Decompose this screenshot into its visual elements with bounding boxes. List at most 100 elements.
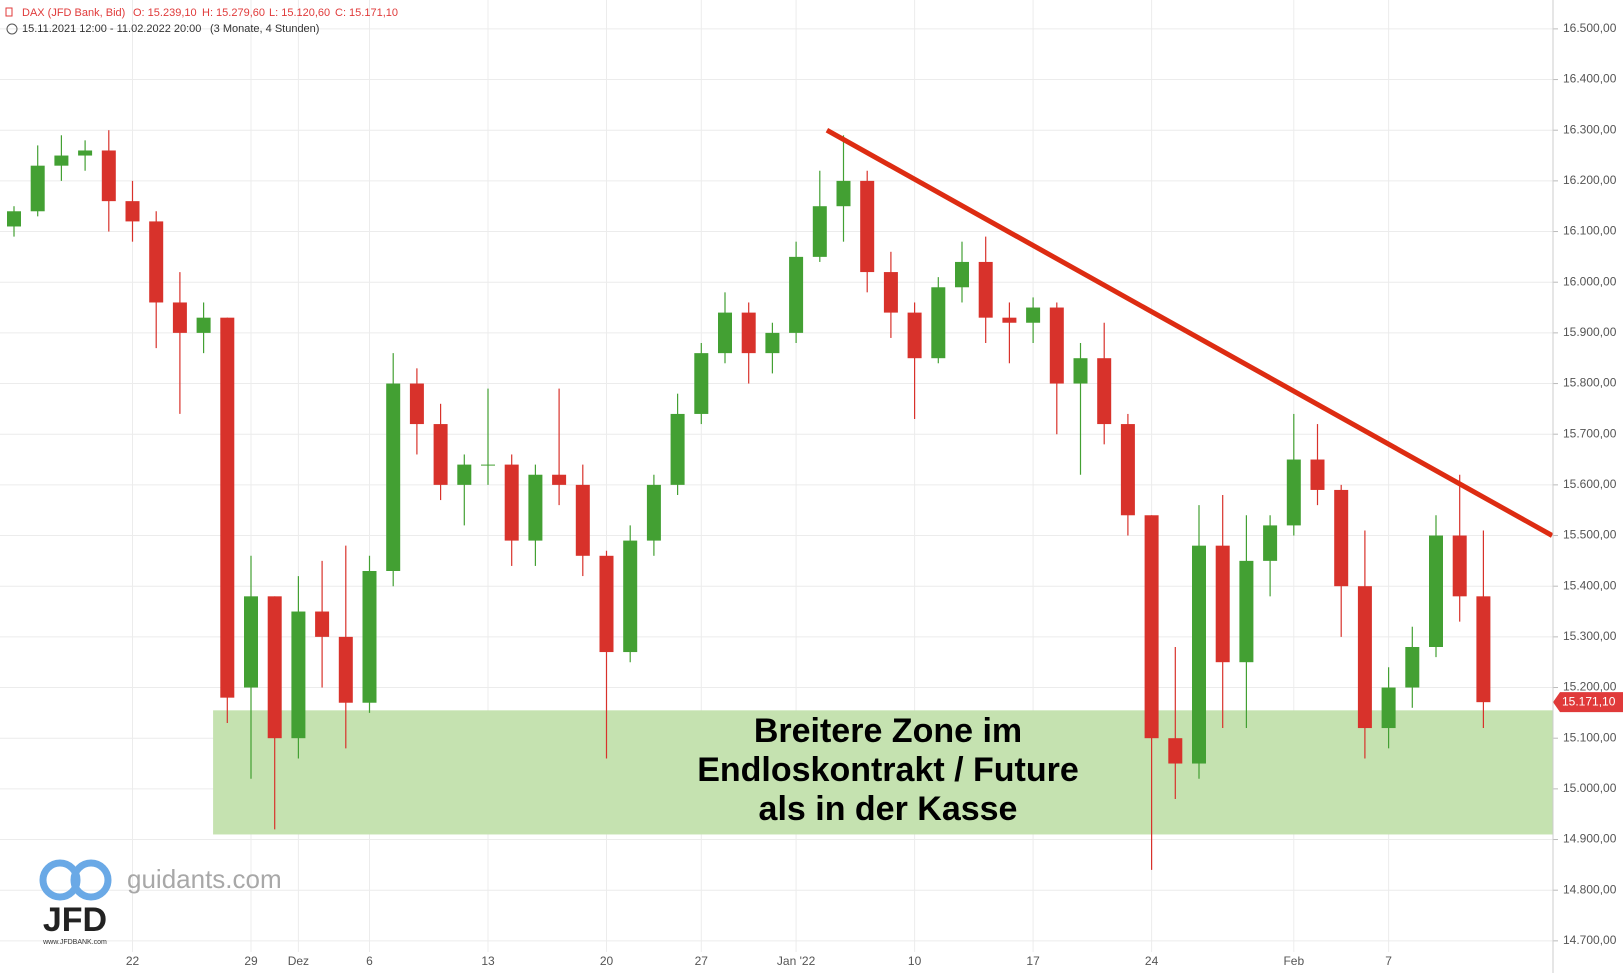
- body: [646, 484, 661, 541]
- body: [267, 596, 282, 739]
- body: [1405, 646, 1420, 688]
- x-tick-label: 29: [244, 954, 258, 968]
- x-tick-label: 17: [1026, 954, 1040, 968]
- body: [220, 317, 235, 698]
- body: [1476, 596, 1491, 703]
- body: [481, 464, 495, 466]
- body: [694, 353, 709, 414]
- x-tick-label: 10: [908, 954, 922, 968]
- y-tick-label: 14.700,00: [1563, 933, 1617, 947]
- trendline: [825, 128, 1553, 538]
- brand-url: www.JFDBANK.com: [42, 939, 107, 946]
- y-tick-label: 14.900,00: [1563, 832, 1617, 846]
- y-tick-label: 16.400,00: [1563, 72, 1617, 86]
- y-tick-label: 15.100,00: [1563, 730, 1617, 744]
- body: [812, 206, 827, 257]
- body: [54, 155, 69, 166]
- y-tick-label: 15.200,00: [1563, 680, 1617, 694]
- x-tick-label: 7: [1385, 954, 1392, 968]
- price-tag: [1553, 692, 1623, 713]
- body: [741, 312, 756, 354]
- y-tick-label: 14.800,00: [1563, 882, 1617, 896]
- body: [789, 256, 804, 333]
- icon: [5, 7, 13, 17]
- price-tag-label: 15.171,10: [1562, 694, 1616, 708]
- body: [978, 261, 993, 318]
- x-tick-label: Feb: [1283, 954, 1304, 968]
- y-tick-label: 16.200,00: [1563, 173, 1617, 187]
- body: [7, 211, 21, 227]
- zone-band: [213, 710, 1553, 835]
- y-tick-label: 15.600,00: [1563, 477, 1617, 491]
- body: [504, 464, 519, 541]
- body: [172, 302, 187, 333]
- body: [1192, 545, 1206, 764]
- y-tick-label: 15.800,00: [1563, 376, 1617, 390]
- brand: JFD: [43, 901, 107, 939]
- y-tick-label: 15.900,00: [1563, 325, 1617, 339]
- body: [1073, 358, 1088, 384]
- zone-label: als in der Kasse: [759, 790, 1018, 828]
- body: [291, 611, 306, 739]
- body: [125, 201, 140, 222]
- x-tick-label: Dez: [288, 954, 309, 968]
- body: [1026, 307, 1041, 323]
- y-tick-label: 15.700,00: [1563, 426, 1617, 440]
- body: [433, 424, 448, 485]
- x-tick-label: 6: [366, 954, 373, 968]
- body: [1452, 535, 1467, 597]
- body: [1429, 535, 1443, 647]
- body: [883, 272, 898, 313]
- body: [552, 474, 567, 485]
- body: [1144, 515, 1159, 739]
- site: guidants.com: [127, 864, 282, 894]
- body: [670, 413, 685, 485]
- body: [1002, 317, 1017, 323]
- body: [457, 464, 472, 485]
- body: [30, 165, 45, 212]
- body: [836, 180, 851, 207]
- y-tick-label: 16.100,00: [1563, 224, 1617, 238]
- body: [765, 332, 780, 354]
- ohlc: L: 15.120,60: [269, 7, 330, 19]
- ohlc: H: 15.279,60: [202, 7, 265, 19]
- x-tick-label: 27: [695, 954, 709, 968]
- body: [338, 636, 353, 703]
- body: [1239, 560, 1254, 663]
- body: [1215, 545, 1230, 663]
- body: [149, 221, 164, 303]
- period: (3 Monate, 4 Stunden): [210, 23, 319, 35]
- body: [1168, 738, 1183, 764]
- x-tick-label: 20: [600, 954, 614, 968]
- x-tick-label: 24: [1145, 954, 1159, 968]
- y-tick-label: 16.000,00: [1563, 274, 1617, 288]
- body: [1049, 307, 1064, 384]
- zone: [213, 710, 1553, 835]
- zone-label: Endloskontrakt / Future: [697, 751, 1079, 789]
- x-tick-label: 13: [481, 954, 495, 968]
- body: [1120, 424, 1135, 516]
- ohlc: O: 15.239,10: [133, 7, 197, 19]
- body: [1097, 358, 1112, 425]
- body: [1263, 525, 1278, 561]
- body: [931, 287, 946, 359]
- candles: [7, 130, 1491, 870]
- logo: JFD www.JFDBANK.com: [39, 859, 112, 946]
- body: [78, 150, 93, 156]
- y-tick-label: 15.500,00: [1563, 528, 1617, 542]
- clock-icon: [6, 23, 18, 35]
- body: [1286, 459, 1301, 526]
- y-tick-label: 15.300,00: [1563, 629, 1617, 643]
- subtitle: 15.11.2021 12:00 - 11.02.2022 20:00: [22, 23, 201, 35]
- body: [575, 484, 590, 556]
- body: [1357, 586, 1372, 729]
- title: DAX (JFD Bank, Bid): [22, 7, 125, 19]
- y-tick-label: 15.400,00: [1563, 578, 1617, 592]
- x-tick-label: 22: [126, 954, 140, 968]
- body: [315, 611, 330, 637]
- body: [955, 261, 969, 288]
- body: [528, 474, 543, 541]
- body: [718, 312, 732, 354]
- axes: 14.700,00 14.800,00 14.900,00 15.000,00 15.1…: [126, 21, 1623, 968]
- body: [1334, 489, 1349, 587]
